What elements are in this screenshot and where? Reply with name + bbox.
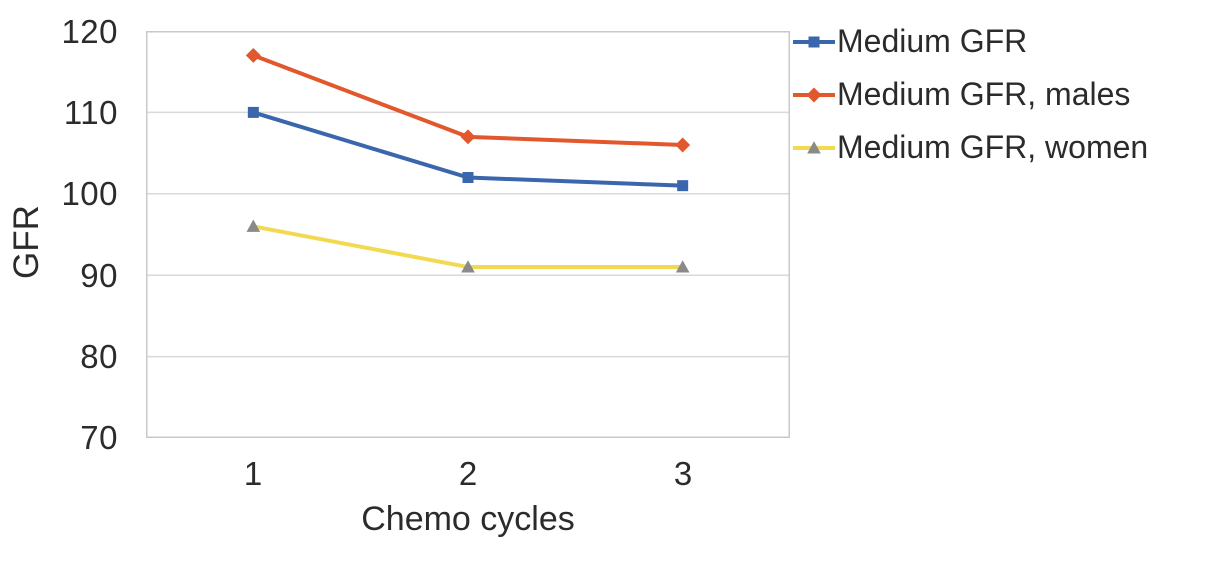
legend-key-yellow-triangle-icon [793, 140, 835, 153]
legend-item-medium-gfr-males: Medium GFR, males [793, 68, 1148, 121]
y-axis-title: GFR [7, 205, 46, 279]
legend-item-medium-gfr-women: Medium GFR, women [793, 121, 1148, 174]
legend-item-medium-gfr: Medium GFR [793, 15, 1148, 68]
y-tick-100: 100 [61, 175, 118, 212]
legend-key-blue-square-icon [793, 36, 835, 47]
x-tick-3: 3 [673, 455, 693, 492]
legend: Medium GFR Medium GFR, males Medium GFR,… [793, 15, 1148, 174]
x-tick-1: 1 [243, 455, 263, 492]
x-tick-2: 2 [458, 455, 478, 492]
y-tick-120: 120 [61, 13, 118, 50]
legend-label: Medium GFR, males [837, 76, 1131, 112]
plot-area [146, 31, 790, 438]
legend-key-orange-diamond-icon [793, 87, 835, 102]
legend-label: Medium GFR [837, 23, 1028, 59]
y-tick-80: 80 [80, 338, 118, 375]
x-axis-title: Chemo cycles [361, 500, 575, 538]
y-tick-110: 110 [63, 94, 118, 131]
y-tick-70: 70 [80, 419, 118, 456]
legend-label: Medium GFR, women [837, 129, 1149, 165]
y-tick-90: 90 [80, 257, 118, 294]
